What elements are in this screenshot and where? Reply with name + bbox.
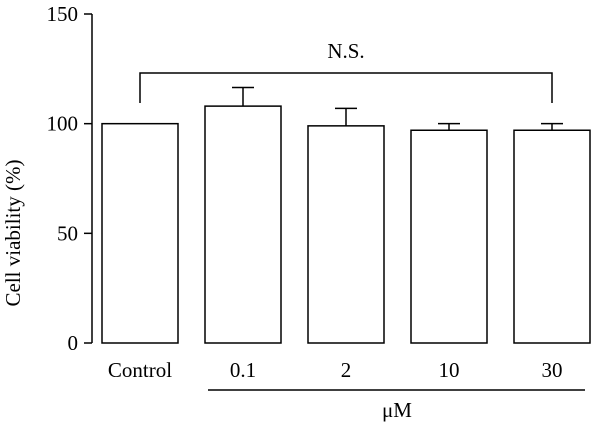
x-axis: Control 0.1 2 10 30 <box>108 358 563 382</box>
y-tick-label: 50 <box>57 221 78 245</box>
concentration-unit-label: μM <box>382 398 412 422</box>
bar-Control <box>101 122 179 344</box>
y-axis-label: Cell viability (%) <box>1 160 25 307</box>
significance-bracket <box>139 72 553 103</box>
significance-label: N.S. <box>327 39 364 63</box>
bar-30 <box>513 129 591 344</box>
bar-10 <box>410 129 488 344</box>
significance-annotation: N.S. <box>139 39 553 103</box>
y-tick-label: 150 <box>47 2 79 26</box>
bar-2 <box>307 125 385 344</box>
x-tick-label: Control <box>108 358 172 382</box>
x-tick-label: 30 <box>542 358 563 382</box>
y-tick-label: 0 <box>68 331 79 355</box>
x-tick-label: 10 <box>439 358 460 382</box>
bar-0.1 <box>204 105 282 344</box>
bars <box>101 86 591 344</box>
y-axis: 0 50 100 150 <box>47 2 93 355</box>
y-tick-label: 100 <box>47 112 79 136</box>
x-tick-label: 0.1 <box>230 358 256 382</box>
x-tick-label: 2 <box>341 358 352 382</box>
